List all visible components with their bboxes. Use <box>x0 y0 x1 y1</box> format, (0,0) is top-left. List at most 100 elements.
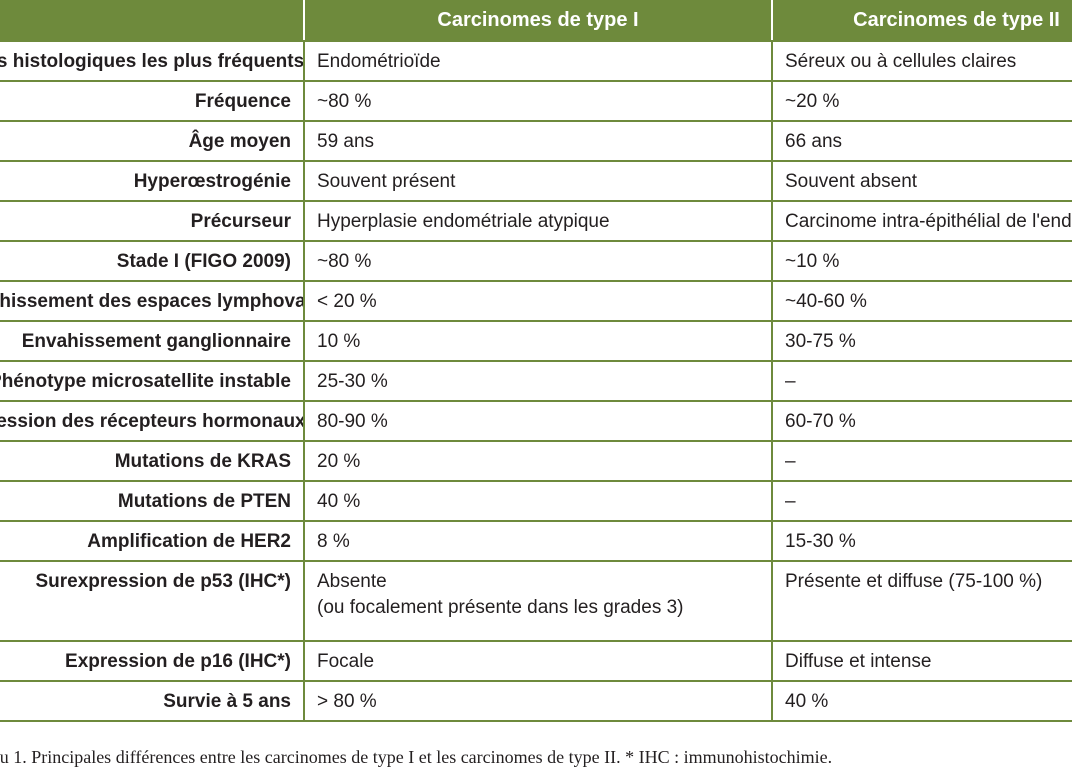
row-label-cell: Précurseur <box>0 200 305 242</box>
type-1-value-cell: 20 % <box>303 440 773 482</box>
cell-text: Carcinome intra-épithélial de l'endomètr… <box>785 211 1072 232</box>
cell-text: 40 % <box>785 691 829 712</box>
cell-text: Mutations de KRAS <box>114 451 291 472</box>
type-2-value-cell: Présente et diffuse (75-100 %) <box>771 560 1072 642</box>
type-2-value-cell: Séreux ou à cellules claires <box>771 40 1072 82</box>
cell-text: Types histologiques les plus fréquents <box>0 51 304 72</box>
cell-text: < 20 % <box>317 291 377 312</box>
type-1-value-cell: 8 % <box>303 520 773 562</box>
type-1-value-cell: ~80 % <box>303 240 773 282</box>
row-label-cell: Envahissement des espaces lymphovasculai… <box>0 280 305 322</box>
cell-text: Hyperœstrogénie <box>133 171 291 192</box>
type-2-value-cell: ~20 % <box>771 80 1072 122</box>
type-1-value-cell: < 20 % <box>303 280 773 322</box>
cell-text: – <box>785 491 796 512</box>
cell-text: 15-30 % <box>785 531 856 552</box>
cell-text: Amplification de HER2 <box>87 531 291 552</box>
cell-text: ~40-60 % <box>785 291 867 312</box>
table-row: Mutations de PTEN 40 % – <box>0 480 1072 522</box>
cell-text: Survie à 5 ans <box>163 691 291 712</box>
table-row: Mutations de KRAS 20 % – <box>0 440 1072 482</box>
table-row: Hyperœstrogénie Souvent présent Souvent ab… <box>0 160 1072 202</box>
comparison-table-container: Carcinomes de type I Carcinomes de type … <box>0 0 1072 722</box>
cell-text: – <box>785 371 796 392</box>
cell-text: 10 % <box>317 331 361 352</box>
table-row: Surexpression de p53 (IHC*) Absente (ou fo… <box>0 560 1072 642</box>
type-1-value-cell: Endométrioïde <box>303 40 773 82</box>
cell-text: 66 ans <box>785 131 843 152</box>
table-row: Fréquence ~80 % ~20 % <box>0 80 1072 122</box>
table-row: Amplification de HER2 8 % 15-30 % <box>0 520 1072 562</box>
cell-text: 30-75 % <box>785 331 856 352</box>
cell-text: > 80 % <box>317 691 377 712</box>
table-row: Types histologiques les plus fréquents En… <box>0 40 1072 82</box>
header-cell-empty <box>0 0 305 42</box>
cell-text: ~20 % <box>785 91 840 112</box>
type-2-value-cell: – <box>771 440 1072 482</box>
type-2-value-cell: ~40-60 % <box>771 280 1072 322</box>
row-label-cell: Types histologiques les plus fréquents <box>0 40 305 82</box>
type-2-value-cell: 60-70 % <box>771 400 1072 442</box>
cell-text: ~10 % <box>785 251 840 272</box>
row-label-cell: Surexpression de p53 (IHC*) <box>0 560 305 642</box>
table-row: Précurseur Hyperplasie endométriale atypi… <box>0 200 1072 242</box>
row-label-cell: Mutations de KRAS <box>0 440 305 482</box>
type-1-value-cell: Souvent présent <box>303 160 773 202</box>
cell-text: Âge moyen <box>188 131 291 152</box>
cell-text: Focale <box>317 651 375 672</box>
cell-text: Expression de p16 (IHC*) <box>65 651 291 672</box>
cell-text: 40 % <box>317 491 361 512</box>
row-label-cell: Mutations de PTEN <box>0 480 305 522</box>
cell-text: Souvent présent <box>317 171 456 192</box>
row-label-cell: Phénotype microsatellite instable <box>0 360 305 402</box>
row-label-cell: Hyperœstrogénie <box>0 160 305 202</box>
table-row: Expression des récepteurs hormonaux 80-90… <box>0 400 1072 442</box>
type-2-value-cell: 15-30 % <box>771 520 1072 562</box>
cell-text: Souvent absent <box>785 171 918 192</box>
cell-text: Précurseur <box>190 211 291 232</box>
table-row: Stade I (FIGO 2009) ~80 % ~10 % <box>0 240 1072 282</box>
type-1-value-cell: 25-30 % <box>303 360 773 402</box>
type-1-value-cell: 59 ans <box>303 120 773 162</box>
table-row: Âge moyen 59 ans 66 ans <box>0 120 1072 162</box>
table-caption: Tableau 1. Principales différences entre… <box>0 746 1072 768</box>
type-1-value-cell: 10 % <box>303 320 773 362</box>
cell-text: ~80 % <box>317 251 372 272</box>
row-label-cell: Âge moyen <box>0 120 305 162</box>
cell-text: 60-70 % <box>785 411 856 432</box>
type-2-value-cell: – <box>771 360 1072 402</box>
table-row: Phénotype microsatellite instable 25-30 %… <box>0 360 1072 402</box>
type-2-value-cell: Diffuse et intense <box>771 640 1072 682</box>
row-label-cell: Amplification de HER2 <box>0 520 305 562</box>
cell-text: Hyperplasie endométriale atypique <box>317 211 610 232</box>
cell-text: Envahissement des espaces lymphovasculai… <box>0 291 304 312</box>
row-label-cell: Fréquence <box>0 80 305 122</box>
type-2-value-cell: – <box>771 480 1072 522</box>
type-2-value-cell: ~10 % <box>771 240 1072 282</box>
table-row: Envahissement des espaces lymphovasculai… <box>0 280 1072 322</box>
header-cell-type-1: Carcinomes de type I <box>303 0 773 42</box>
cell-text: Stade I (FIGO 2009) <box>116 251 291 272</box>
cell-text: ~80 % <box>317 91 372 112</box>
cell-text: 59 ans <box>317 131 375 152</box>
type-1-value-cell: ~80 % <box>303 80 773 122</box>
type-1-value-cell: > 80 % <box>303 680 773 722</box>
table-row: Survie à 5 ans > 80 % 40 % <box>0 680 1072 722</box>
type-2-value-cell: 66 ans <box>771 120 1072 162</box>
cell-text: 8 % <box>317 531 350 552</box>
caption-text: Tableau 1. Principales différences entre… <box>0 747 833 767</box>
type-2-value-cell: Carcinome intra-épithélial de l'endomètr… <box>771 200 1072 242</box>
type-2-value-cell: 30-75 % <box>771 320 1072 362</box>
cell-text: Envahissement ganglionnaire <box>21 331 291 352</box>
cell-text: 25-30 % <box>317 371 388 392</box>
cell-text: Présente et diffuse (75-100 %) <box>785 571 1043 592</box>
cell-text: Expression des récepteurs hormonaux <box>0 411 304 432</box>
cell-text: Mutations de PTEN <box>117 491 291 512</box>
table-body: Types histologiques les plus fréquents En… <box>0 40 1072 722</box>
type-2-value-cell: Souvent absent <box>771 160 1072 202</box>
type-2-value-cell: 40 % <box>771 680 1072 722</box>
comparison-table: Carcinomes de type I Carcinomes de type … <box>0 0 1072 722</box>
type-1-value-cell: 40 % <box>303 480 773 522</box>
header-cell-type-2: Carcinomes de type II <box>771 0 1072 42</box>
row-label-cell: Expression des récepteurs hormonaux <box>0 400 305 442</box>
